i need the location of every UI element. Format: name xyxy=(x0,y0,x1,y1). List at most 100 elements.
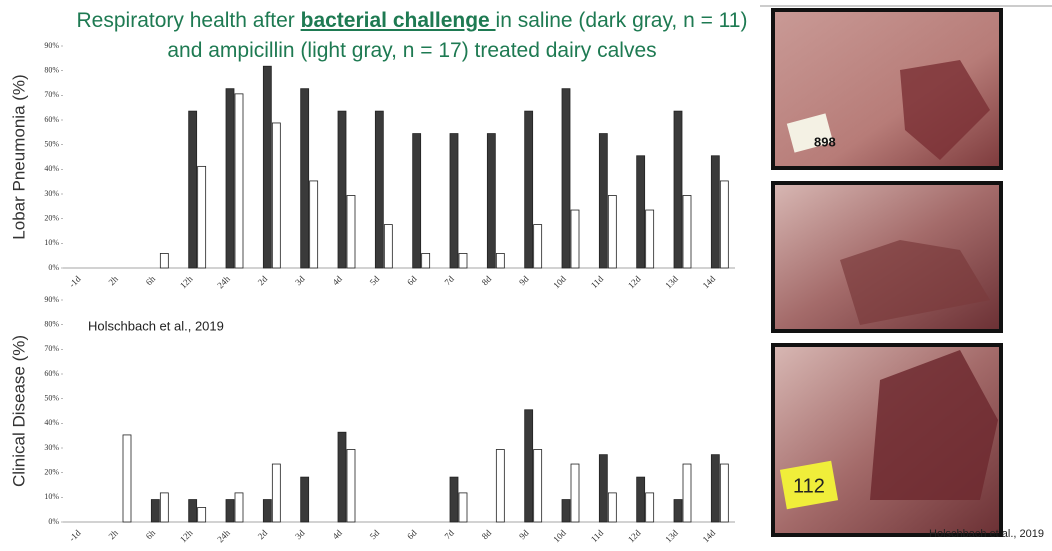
x-tick-label: 11d xyxy=(589,527,606,544)
bar xyxy=(561,499,571,523)
y-tick-label: 50% xyxy=(44,393,59,402)
x-tick-label: 10d xyxy=(551,527,568,544)
x-tick-label: 8d xyxy=(480,273,494,287)
x-tick-label: 2h xyxy=(106,527,120,541)
title-emphasis: bacterial challenge xyxy=(300,9,496,32)
bar xyxy=(271,122,281,269)
bar xyxy=(570,463,580,523)
y-axis-title: Clinical Disease (%) xyxy=(9,335,28,487)
bar xyxy=(225,499,235,523)
bar xyxy=(300,88,310,269)
bar xyxy=(300,476,310,523)
y-tick-label: 10% xyxy=(44,492,59,501)
x-tick-label: 24h xyxy=(215,527,232,544)
bar xyxy=(122,434,132,523)
bar xyxy=(374,110,384,269)
bar xyxy=(458,492,468,523)
x-tick-label: 8d xyxy=(480,527,494,541)
x-tick-label: 2d xyxy=(256,273,270,287)
bar xyxy=(197,165,207,269)
y-tick-label: 40% xyxy=(44,418,59,427)
x-tick-label: 4d xyxy=(330,273,344,287)
x-tick-label: 12d xyxy=(626,273,643,290)
bar xyxy=(636,155,646,269)
bar xyxy=(188,499,198,523)
y-tick-label: 0% xyxy=(48,517,59,526)
bar xyxy=(188,110,198,269)
bar xyxy=(159,492,169,523)
bar xyxy=(234,93,244,269)
y-tick-label: 90% xyxy=(44,41,59,50)
y-tick-label: 80% xyxy=(44,65,59,74)
bar xyxy=(570,209,580,269)
x-tick-label: 4d xyxy=(330,527,344,541)
x-tick-label: 9d xyxy=(517,273,531,287)
photo-tag: 112 xyxy=(793,475,825,497)
bar xyxy=(561,88,571,269)
photo: 898 xyxy=(771,8,1003,170)
bar xyxy=(150,499,160,523)
x-tick-label: 14d xyxy=(701,527,718,544)
bar xyxy=(309,180,319,269)
bar xyxy=(495,449,505,523)
bar xyxy=(710,155,720,269)
bar xyxy=(673,110,683,269)
x-tick-label: 13d xyxy=(663,273,680,290)
y-tick-label: 30% xyxy=(44,443,59,452)
bar xyxy=(262,499,272,523)
y-tick-label: 40% xyxy=(44,164,59,173)
citation: Holschbach et al., 2019 xyxy=(929,528,1044,540)
bar xyxy=(607,492,617,523)
y-tick-label: 80% xyxy=(44,319,59,328)
y-tick-label: 70% xyxy=(44,344,59,353)
bar xyxy=(645,492,655,523)
bar xyxy=(645,209,655,269)
bar xyxy=(524,409,534,523)
bar xyxy=(495,253,505,269)
bar xyxy=(159,253,169,269)
y-tick-label: 30% xyxy=(44,189,59,198)
x-tick-label: 6d xyxy=(405,527,419,541)
bar xyxy=(598,133,608,269)
x-tick-label: 5d xyxy=(368,273,382,287)
bar xyxy=(383,224,393,269)
bar xyxy=(607,195,617,269)
y-tick-label: 0% xyxy=(48,263,59,272)
bar xyxy=(636,476,646,523)
title-part: in saline (dark gray, n = 11) and ampici… xyxy=(167,9,748,62)
photo: 112 xyxy=(771,343,1003,537)
x-tick-label: 9d xyxy=(517,527,531,541)
bar xyxy=(337,431,347,523)
x-tick-label: 12h xyxy=(178,527,195,544)
x-tick-label: 7d xyxy=(442,273,456,287)
title-part: Respiratory health after xyxy=(76,9,301,32)
x-tick-label: 7d xyxy=(442,527,456,541)
bar xyxy=(421,253,431,269)
y-tick-label: 60% xyxy=(44,369,59,378)
x-tick-label: 6h xyxy=(144,527,158,541)
bar xyxy=(337,110,347,269)
y-tick-label: 20% xyxy=(44,213,59,222)
bar xyxy=(524,110,534,269)
bar xyxy=(234,492,244,523)
x-tick-label: 10d xyxy=(551,273,568,290)
bar xyxy=(262,65,272,269)
photo-tag: 898 xyxy=(814,134,836,149)
bar xyxy=(533,449,543,523)
bar xyxy=(719,180,729,269)
x-tick-label: 12h xyxy=(178,273,195,290)
bar xyxy=(458,253,468,269)
x-tick-label: 6d xyxy=(405,273,419,287)
bar xyxy=(271,463,281,523)
bar xyxy=(449,476,459,523)
x-tick-label: 6h xyxy=(144,273,158,287)
y-tick-label: 90% xyxy=(44,295,59,304)
x-tick-label: 5d xyxy=(368,527,382,541)
bar xyxy=(710,454,720,523)
x-tick-label: 2d xyxy=(256,527,270,541)
annotation: Holschbach et al., 2019 xyxy=(88,318,224,333)
bar xyxy=(449,133,459,269)
bar xyxy=(486,133,496,269)
